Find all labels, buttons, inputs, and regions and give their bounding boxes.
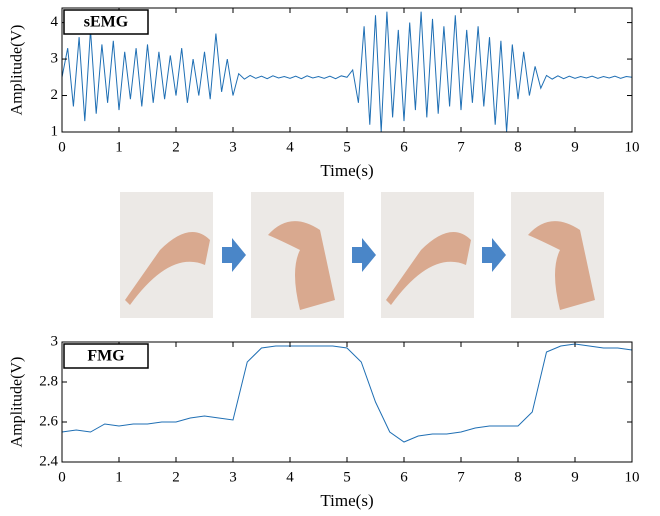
- x-tick-label: 2: [172, 469, 180, 485]
- y-tick-label: 1: [51, 123, 59, 139]
- x-tick-label: 0: [58, 469, 66, 485]
- title-box: [63, 343, 149, 369]
- x-tick-label: 2: [172, 139, 180, 155]
- x-tick-label: 9: [571, 469, 579, 485]
- y-tick-label: 4: [51, 14, 59, 30]
- x-axis-label: Time(s): [320, 491, 373, 510]
- x-tick-label: 6: [400, 139, 408, 155]
- x-tick-label: 1: [115, 139, 123, 155]
- chart-title: FMG: [87, 348, 125, 365]
- signal-line: [61, 11, 633, 133]
- x-tick-label: 7: [457, 139, 465, 155]
- x-tick-label: 9: [571, 139, 579, 155]
- x-tick-label: 3: [229, 469, 237, 485]
- y-tick-label: 3: [51, 50, 59, 66]
- signal-line: [61, 343, 633, 443]
- title-box: [63, 9, 149, 35]
- y-tick-label: 2: [51, 87, 59, 103]
- x-tick-label: 10: [625, 139, 640, 155]
- arrow: [222, 238, 246, 272]
- y-tick-label: 2.6: [39, 413, 58, 429]
- arrow: [352, 238, 376, 272]
- hand: [268, 221, 335, 310]
- x-tick-label: 5: [343, 139, 351, 155]
- x-tick-label: 8: [514, 469, 522, 485]
- y-axis-label: Amplitude(V): [9, 357, 26, 448]
- x-tick-label: 4: [286, 469, 294, 485]
- y-tick-label: 3: [51, 333, 59, 349]
- arrow: [482, 238, 506, 272]
- x-tick-label: 7: [457, 469, 465, 485]
- x-tick-label: 8: [514, 139, 522, 155]
- x-tick-label: 4: [286, 139, 294, 155]
- gesture-photos: [120, 192, 604, 318]
- y-tick-label: 2.4: [39, 453, 58, 469]
- chart-title: sEMG: [84, 14, 129, 31]
- x-tick-label: 3: [229, 139, 237, 155]
- x-axis-label: Time(s): [320, 161, 373, 180]
- hand: [386, 232, 471, 305]
- x-tick-label: 0: [58, 139, 66, 155]
- hand: [528, 221, 595, 310]
- x-tick-label: 10: [625, 469, 640, 485]
- x-tick-label: 6: [400, 469, 408, 485]
- x-tick-label: 1: [115, 469, 123, 485]
- y-axis-label: Amplitude(V): [9, 25, 26, 116]
- hand: [125, 232, 210, 305]
- y-tick-label: 2.8: [39, 373, 58, 389]
- x-tick-label: 5: [343, 469, 351, 485]
